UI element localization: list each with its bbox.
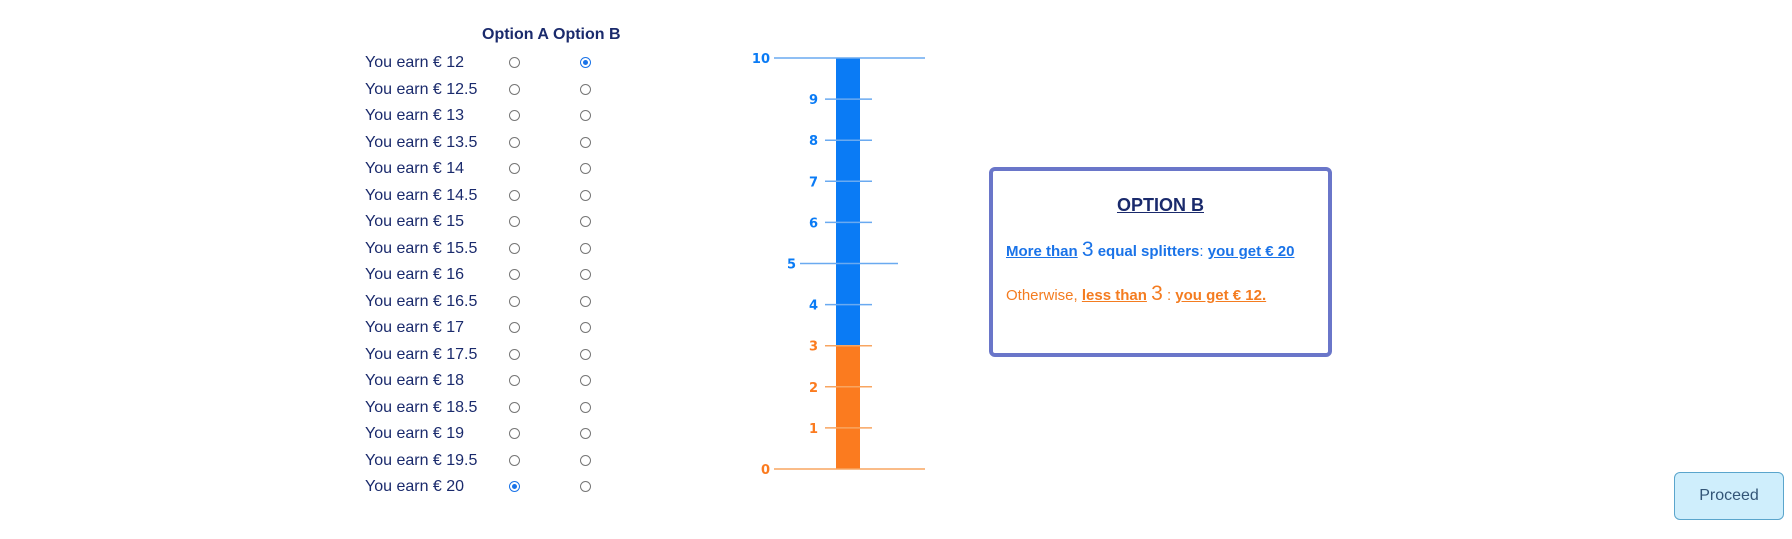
- radio-option-a[interactable]: [509, 83, 520, 95]
- payoff-upper: you get € 20: [1207, 243, 1295, 260]
- radio-option-b[interactable]: [580, 216, 591, 227]
- gauge-tick-label: 5: [787, 258, 796, 273]
- choice-row: You earn € 16.5: [365, 291, 635, 313]
- radio-option-a[interactable]: [509, 242, 520, 254]
- row-label: You earn € 14: [365, 160, 465, 177]
- radio-option-a[interactable]: [509, 136, 520, 148]
- row-label: You earn € 18: [365, 372, 465, 389]
- gauge-tick-label: 2: [809, 381, 818, 396]
- gauge-tick-label: 1: [809, 422, 818, 437]
- radio-option-a[interactable]: [509, 454, 520, 466]
- option-line-otherwise: Otherwise, less than 3 : you get € 12.: [1006, 282, 1266, 306]
- otherwise-text: Otherwise,: [1006, 287, 1078, 304]
- radio-option-a[interactable]: [509, 481, 520, 492]
- radio-option-b[interactable]: [580, 269, 591, 280]
- choice-row: You earn € 14: [365, 158, 635, 180]
- radio-option-b[interactable]: [580, 375, 591, 386]
- header-option-b: Option B: [553, 26, 621, 43]
- radio-option-b[interactable]: [580, 242, 591, 254]
- row-label: You earn € 16: [365, 266, 465, 283]
- radio-option-a[interactable]: [509, 322, 520, 333]
- gauge-bar-upper: [836, 58, 860, 346]
- radio-option-a[interactable]: [509, 295, 520, 307]
- option-title: OPTION B: [1116, 195, 1204, 215]
- radio-option-b[interactable]: [580, 110, 591, 121]
- threshold-number-lower: 3: [1151, 282, 1163, 305]
- radio-option-a[interactable]: [509, 57, 520, 68]
- row-label: You earn € 14.5: [365, 186, 478, 204]
- row-label: You earn € 13.5: [365, 133, 478, 151]
- proceed-button[interactable]: Proceed: [1674, 472, 1784, 520]
- row-label: You earn € 15.5: [365, 239, 478, 257]
- row-label: You earn € 17: [365, 319, 465, 336]
- gauge-tick-label: 7: [809, 175, 818, 190]
- row-label: You earn € 19: [365, 425, 465, 442]
- row-label: You earn € 12.5: [365, 80, 478, 98]
- equal-splitters-text: equal splitters: [1097, 243, 1200, 260]
- payoff-lower: you get € 12.: [1175, 287, 1267, 304]
- radio-option-b[interactable]: [580, 322, 591, 333]
- splitters-gauge: 0 1 2 3 4 5 6 7 8 9 10: [752, 52, 925, 478]
- gauge-tick-label: 4: [809, 299, 818, 314]
- radio-option-a[interactable]: [509, 348, 520, 360]
- radio-option-a[interactable]: [509, 269, 520, 280]
- row-label: You earn € 19.5: [365, 451, 478, 469]
- choice-row: You earn € 20: [365, 476, 635, 498]
- radio-option-b[interactable]: [580, 481, 591, 492]
- radio-option-a[interactable]: [509, 189, 520, 201]
- threshold-number-upper: 3: [1081, 238, 1094, 261]
- less-than-text: less than: [1081, 287, 1147, 304]
- row-label: You earn € 12: [365, 54, 465, 71]
- radio-option-b[interactable]: [580, 428, 591, 439]
- choice-row: You earn € 18: [365, 370, 635, 392]
- row-label: You earn € 20: [365, 478, 465, 495]
- option-box: OPTION B More than 3 equal splitters: yo…: [989, 167, 1332, 357]
- row-label: You earn € 15: [365, 213, 465, 230]
- radio-option-b[interactable]: [580, 136, 591, 148]
- radio-option-b[interactable]: [580, 454, 591, 466]
- gauge-bar-lower: [836, 345, 860, 469]
- row-label: You earn € 13: [365, 107, 465, 124]
- choice-row: You earn € 17.5: [365, 344, 635, 366]
- radio-option-b[interactable]: [580, 295, 591, 307]
- row-label: You earn € 18.5: [365, 398, 478, 416]
- header-option-a: Option A: [482, 26, 549, 43]
- choice-row: You earn € 15.5: [365, 238, 635, 260]
- colon-2: :: [1166, 287, 1172, 304]
- radio-option-a[interactable]: [509, 401, 520, 413]
- gauge-tick-label: 0: [761, 463, 770, 478]
- row-label: You earn € 16.5: [365, 292, 478, 310]
- choice-row: You earn € 13.5: [365, 132, 635, 154]
- choice-row: You earn € 19.5: [365, 450, 635, 472]
- radio-option-a[interactable]: [509, 163, 520, 174]
- radio-option-b[interactable]: [580, 57, 591, 68]
- choice-row: You earn € 17: [365, 317, 635, 339]
- choice-row: You earn € 12.5: [365, 79, 635, 101]
- choice-row: You earn € 15: [365, 211, 635, 233]
- more-than-text: More than: [1006, 243, 1078, 260]
- colon-1: :: [1199, 243, 1204, 260]
- gauge-tick-label: 8: [809, 134, 818, 149]
- radio-option-a[interactable]: [509, 216, 520, 227]
- radio-option-b[interactable]: [580, 163, 591, 174]
- choice-row: You earn € 13: [365, 105, 635, 127]
- gauge-tick-label: 10: [752, 52, 770, 67]
- choice-row: You earn € 19: [365, 423, 635, 445]
- gauge-tick-label: 6: [809, 216, 818, 231]
- choice-row: You earn € 12: [365, 52, 635, 74]
- choice-row: You earn € 14.5: [365, 185, 635, 207]
- option-line-more-than: More than 3 equal splitters: you get € 2…: [1006, 238, 1294, 262]
- radio-option-b[interactable]: [580, 348, 591, 360]
- radio-option-a[interactable]: [509, 110, 520, 121]
- radio-option-a[interactable]: [509, 428, 520, 439]
- gauge-tick-label: 9: [809, 93, 818, 108]
- radio-option-a[interactable]: [509, 375, 520, 386]
- gauge-tick-label: 3: [809, 340, 818, 355]
- radio-option-b[interactable]: [580, 189, 591, 201]
- radio-option-b[interactable]: [580, 83, 591, 95]
- row-label: You earn € 17.5: [365, 345, 478, 363]
- choice-row: You earn € 18.5: [365, 397, 635, 419]
- choice-row: You earn € 16: [365, 264, 635, 286]
- radio-option-b[interactable]: [580, 401, 591, 413]
